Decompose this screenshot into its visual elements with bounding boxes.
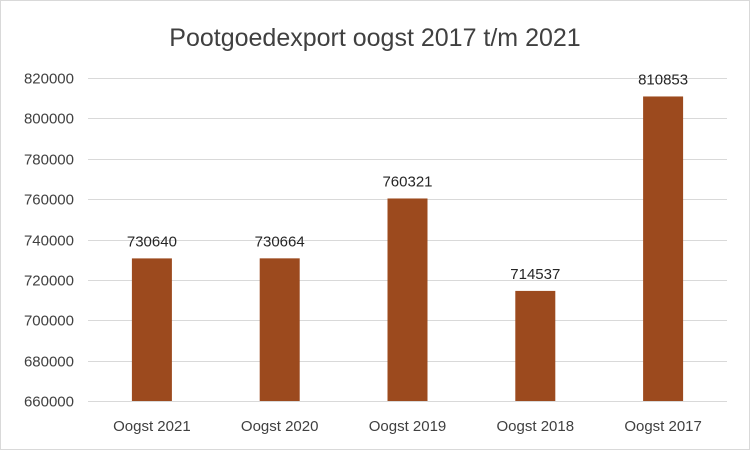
data-label: 810853 [638, 71, 688, 88]
bars [131, 96, 684, 401]
y-tick-label: 660000 [24, 394, 74, 411]
chart-title: Pootgoedexport oogst 2017 t/m 2021 [169, 24, 580, 52]
data-labels: 730640 730664 760321 714537 810853 [127, 71, 688, 282]
x-category-label: Oogst 2018 [497, 418, 575, 435]
y-tick-label: 680000 [24, 354, 74, 371]
y-tick-label: 800000 [24, 111, 74, 128]
data-label: 760321 [382, 173, 432, 190]
bar [643, 96, 684, 401]
y-tick-label: 820000 [24, 71, 74, 88]
x-category-label: Oogst 2020 [241, 418, 319, 435]
y-tick-label: 760000 [24, 192, 74, 209]
y-tick-label: 740000 [24, 233, 74, 250]
x-category-label: Oogst 2019 [369, 418, 447, 435]
y-axis-ticks: 660000 680000 700000 720000 740000 760000 7800… [24, 71, 74, 411]
bar [131, 258, 172, 401]
bar [515, 290, 556, 401]
x-category-label: Oogst 2017 [624, 418, 702, 435]
data-label: 730664 [255, 233, 305, 250]
data-label: 730640 [127, 233, 177, 250]
y-tick-label: 720000 [24, 273, 74, 290]
y-tick-label: 780000 [24, 152, 74, 169]
x-category-label: Oogst 2021 [113, 418, 191, 435]
y-tick-label: 700000 [24, 313, 74, 330]
bar [387, 198, 428, 401]
x-axis-categories: Oogst 2021 Oogst 2020 Oogst 2019 Oogst 2018… [113, 418, 702, 435]
bar [259, 258, 300, 401]
data-label: 714537 [510, 266, 560, 283]
